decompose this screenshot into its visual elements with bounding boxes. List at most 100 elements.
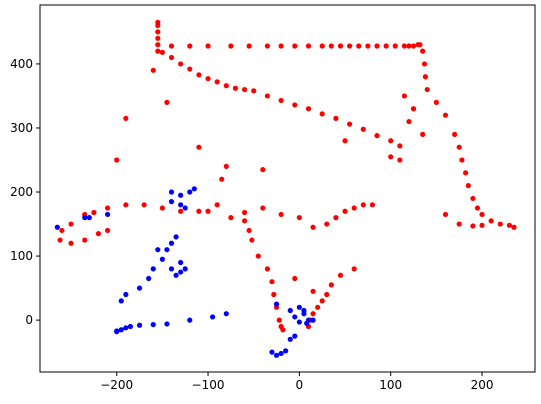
y-tick-label: 100	[10, 249, 33, 263]
point	[68, 240, 74, 246]
point	[251, 88, 257, 94]
point	[260, 205, 266, 211]
point	[178, 61, 184, 67]
point	[417, 42, 423, 48]
y-tick-label: 200	[10, 185, 33, 199]
point	[406, 118, 412, 125]
point	[168, 240, 175, 246]
point	[164, 321, 170, 327]
point	[182, 205, 188, 211]
point	[155, 35, 161, 41]
point	[123, 202, 129, 208]
point	[187, 66, 193, 72]
point	[182, 266, 188, 272]
point	[388, 138, 394, 144]
point	[228, 43, 234, 49]
point	[91, 209, 97, 216]
point	[342, 208, 348, 214]
point	[241, 218, 248, 224]
point	[374, 133, 380, 139]
point	[232, 85, 239, 91]
point	[104, 205, 111, 211]
point	[223, 163, 229, 170]
point	[273, 301, 280, 307]
point	[292, 333, 298, 339]
point	[410, 106, 417, 112]
point	[246, 43, 252, 49]
point	[54, 224, 60, 230]
point	[442, 112, 449, 118]
point	[178, 269, 184, 275]
point	[319, 298, 325, 304]
point	[150, 67, 156, 73]
point	[205, 43, 211, 49]
x-tick-label: 100	[379, 378, 402, 392]
point	[82, 215, 88, 221]
point	[155, 42, 161, 48]
point	[310, 317, 316, 323]
y-tick-label: 400	[10, 57, 33, 71]
point	[187, 317, 193, 323]
point	[264, 93, 271, 99]
x-tick-label: 200	[471, 378, 494, 392]
point	[421, 61, 428, 67]
point	[86, 215, 92, 221]
point	[241, 86, 248, 93]
x-tick-label: −100	[192, 378, 225, 392]
point	[452, 131, 458, 137]
point	[278, 43, 284, 49]
point	[82, 237, 88, 243]
point	[406, 43, 412, 49]
point	[155, 247, 161, 253]
y-tick-label: 300	[10, 121, 33, 135]
point	[287, 336, 293, 342]
point	[150, 266, 156, 272]
point	[388, 154, 394, 160]
point	[420, 48, 426, 54]
point	[173, 272, 179, 278]
point	[123, 115, 129, 121]
x-tick-label: −200	[100, 378, 133, 392]
point	[271, 291, 277, 298]
point	[465, 183, 471, 189]
point	[141, 202, 147, 208]
point	[479, 222, 485, 228]
point	[296, 319, 302, 325]
point	[223, 83, 229, 89]
point	[383, 43, 389, 49]
point	[333, 115, 339, 121]
point	[433, 99, 439, 105]
point	[278, 211, 284, 218]
point	[337, 272, 344, 278]
point	[374, 43, 380, 49]
point	[511, 224, 517, 230]
point	[264, 43, 271, 49]
point	[196, 144, 202, 150]
point	[324, 221, 330, 227]
point	[168, 189, 175, 195]
point	[292, 314, 298, 320]
point	[205, 76, 211, 82]
point	[146, 275, 152, 282]
point	[310, 224, 316, 230]
point	[470, 195, 476, 202]
point	[328, 282, 334, 288]
point	[155, 29, 161, 35]
point	[315, 304, 321, 310]
point	[342, 138, 348, 144]
point	[360, 126, 366, 132]
point	[191, 186, 197, 192]
point	[360, 202, 366, 208]
point	[173, 234, 179, 240]
point	[292, 275, 298, 282]
point	[178, 208, 184, 214]
point	[249, 237, 255, 243]
point	[168, 54, 175, 61]
point	[392, 43, 398, 49]
point	[410, 43, 417, 49]
point	[310, 288, 316, 294]
point	[269, 279, 275, 285]
point	[462, 170, 469, 176]
point	[159, 49, 165, 55]
